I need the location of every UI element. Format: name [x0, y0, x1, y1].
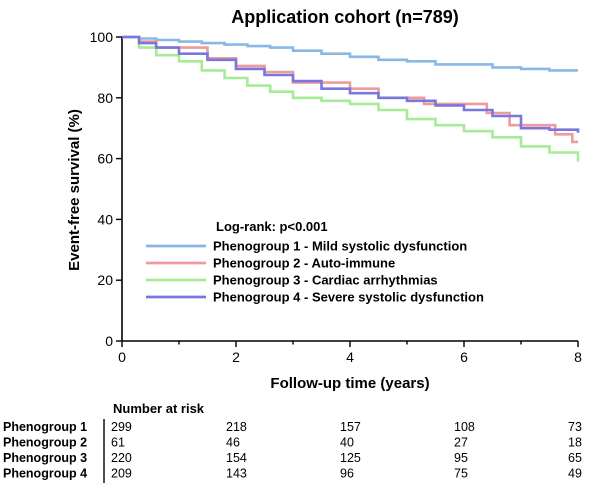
legend-label-phenogroup-3: Phenogroup 3 - Cardiac arrhythmias: [213, 273, 438, 288]
risk-value: 218: [226, 420, 247, 434]
risk-value: 73: [568, 420, 582, 434]
risk-value: 154: [226, 451, 247, 465]
y-tick-label: 40: [97, 211, 113, 227]
risk-table: Number at risk Phenogroup 1 299 218 157 108 7…: [3, 401, 582, 483]
risk-value: 95: [454, 451, 468, 465]
y-tick-label: 60: [97, 151, 113, 167]
risk-table-title: Number at risk: [113, 401, 205, 416]
risk-value: 40: [340, 436, 354, 450]
x-tick-label: 2: [232, 349, 240, 365]
legend-entries: Phenogroup 1 - Mild systolic dysfunction…: [146, 239, 484, 305]
risk-row-label: Phenogroup 2: [3, 436, 87, 450]
risk-value: 61: [111, 436, 125, 450]
risk-value: 299: [111, 420, 132, 434]
x-tick-label: 6: [460, 349, 468, 365]
chart-title: Application cohort (n=789): [231, 7, 459, 27]
y-tick-label: 20: [97, 272, 113, 288]
legend-label-phenogroup-2: Phenogroup 2 - Auto-immune: [213, 256, 395, 271]
x-tick-label: 4: [346, 349, 354, 365]
risk-value: 18: [568, 436, 582, 450]
y-tick-label: 80: [97, 90, 113, 106]
risk-value: 96: [340, 467, 354, 481]
survival-curve-phenogroup-1: [122, 35, 578, 72]
legend-label-phenogroup-1: Phenogroup 1 - Mild systolic dysfunction: [213, 239, 467, 254]
risk-value: 108: [454, 420, 475, 434]
survival-curve-phenogroup-3: [122, 35, 580, 162]
legend-title: Log-rank: p<0.001: [216, 219, 328, 234]
risk-value: 75: [454, 467, 468, 481]
y-tick-label: 0: [105, 333, 113, 349]
risk-value: 220: [111, 451, 132, 465]
x-tick-label: 8: [574, 349, 582, 365]
risk-row-label: Phenogroup 1: [3, 420, 87, 434]
risk-value: 49: [568, 467, 582, 481]
x-axis-label: Follow-up time (years): [270, 375, 429, 392]
y-axis-label: Event-free survival (%): [66, 109, 83, 271]
y-ticks: 0 20 40 60 80 100: [90, 29, 122, 349]
risk-rows: Phenogroup 1 299 218 157 108 73 Phenogroup 2 61…: [3, 420, 582, 481]
x-ticks: 0 2 4 6 8: [118, 341, 582, 365]
x-tick-label: 0: [118, 349, 126, 365]
risk-value: 209: [111, 467, 132, 481]
y-tick-label: 100: [90, 29, 114, 45]
risk-value: 65: [568, 451, 582, 465]
risk-row-label: Phenogroup 3: [3, 451, 87, 465]
risk-value: 125: [340, 451, 361, 465]
risk-value: 27: [454, 436, 468, 450]
legend: Log-rank: p<0.001 Phenogroup 1 - Mild sy…: [146, 219, 484, 305]
survival-curves: [122, 35, 580, 162]
risk-row-label: Phenogroup 4: [3, 467, 87, 481]
legend-label-phenogroup-4: Phenogroup 4 - Severe systolic dysfuncti…: [213, 290, 484, 305]
risk-value: 143: [226, 467, 247, 481]
risk-value: 157: [340, 420, 361, 434]
survival-curve-phenogroup-4: [122, 35, 580, 133]
risk-value: 46: [226, 436, 240, 450]
